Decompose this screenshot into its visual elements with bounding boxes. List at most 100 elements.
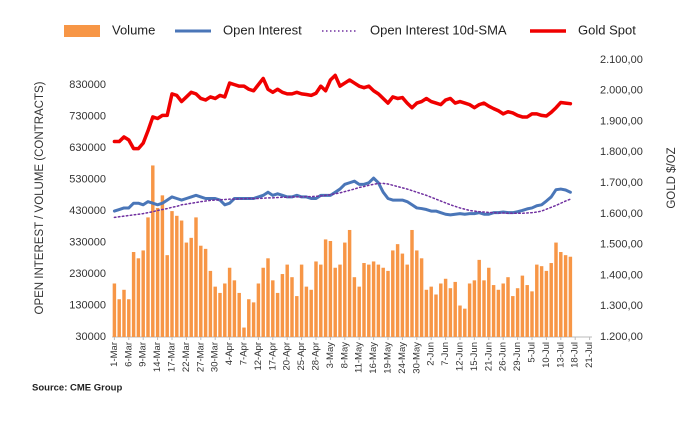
- y2-tick-label: 1.600,00: [600, 208, 643, 220]
- x-tick-label: 7-Jun: [440, 342, 451, 366]
- x-tick-label: 8-May: [339, 342, 350, 369]
- bar: [127, 299, 131, 337]
- bar: [299, 264, 304, 337]
- legend-swatch: [64, 25, 100, 37]
- y2-tick-label: 1.700,00: [600, 177, 643, 189]
- x-tick-label: 7-Apr: [239, 342, 250, 365]
- legend-label: Open Interest 10d-SMA: [370, 22, 507, 37]
- bar: [333, 267, 337, 337]
- line-series: [112, 73, 573, 151]
- x-tick-label: 21-Jul: [584, 342, 595, 368]
- bar: [419, 258, 424, 337]
- bar: [482, 280, 486, 337]
- y2-tick-label: 1.500,00: [600, 239, 643, 251]
- bar: [223, 283, 227, 337]
- x-tick-label: 26-Jun: [498, 342, 509, 371]
- bar: [491, 285, 496, 337]
- x-tick-label: 28-Apr: [311, 342, 322, 371]
- source: Source: CME Group: [32, 383, 122, 394]
- y2-tick-label: 1.300,00: [600, 300, 643, 312]
- bar: [266, 258, 270, 337]
- bar: [357, 286, 361, 337]
- y-tick-label: 830000: [69, 79, 106, 91]
- bar: [165, 255, 169, 337]
- x-tick-label: 19-May: [383, 342, 394, 374]
- y2-tick-label: 1.800,00: [600, 146, 643, 158]
- bar: [151, 165, 155, 337]
- bar: [280, 274, 285, 337]
- bar: [429, 286, 433, 337]
- bar: [136, 258, 141, 337]
- y-tick-label: 330000: [69, 236, 106, 248]
- bar: [487, 267, 491, 337]
- y-tick-label: 630000: [69, 142, 106, 154]
- legend-label: Volume: [112, 22, 155, 37]
- y-axis-title: OPEN INTEREST / VOLUME (CONTRACTS): [34, 81, 46, 314]
- y-tick-label: 30000: [75, 331, 106, 343]
- bar: [530, 291, 534, 337]
- y-tick-label: 230000: [69, 268, 106, 280]
- x-tick-label: 30-May: [411, 342, 422, 374]
- bar: [285, 264, 289, 337]
- bar: [290, 277, 294, 337]
- bar: [544, 270, 549, 337]
- bar: [251, 302, 256, 337]
- bar: [477, 259, 481, 337]
- bar: [179, 220, 184, 337]
- bar: [304, 286, 309, 337]
- bar: [352, 277, 357, 337]
- bar: [554, 242, 558, 337]
- y2-tick-label: 1.200,00: [600, 331, 643, 343]
- bar: [400, 253, 405, 337]
- bar: [232, 280, 237, 337]
- legend-label: Gold Spot: [578, 22, 636, 37]
- bar: [410, 229, 414, 337]
- bar: [343, 242, 347, 337]
- bar: [141, 250, 145, 337]
- bar: [328, 240, 333, 337]
- x-tick-label: 30-Mar: [210, 342, 221, 372]
- x-tick-label: 5-Jul: [527, 342, 538, 363]
- bar: [323, 239, 328, 337]
- bar: [295, 296, 299, 337]
- bar: [391, 250, 395, 337]
- line-series: [113, 182, 572, 219]
- bar: [458, 305, 462, 337]
- y-tick-label: 730000: [69, 111, 106, 123]
- bar: [563, 255, 568, 337]
- bar: [155, 207, 160, 337]
- bar: [131, 252, 136, 337]
- bar: [117, 299, 121, 337]
- y-tick-label: 430000: [69, 205, 106, 217]
- bar: [506, 277, 510, 337]
- bar: [535, 264, 539, 337]
- x-tick-label: 1-Mar: [109, 342, 120, 367]
- bar: [415, 250, 419, 337]
- bar: [434, 294, 438, 337]
- y-tick-label: 130000: [69, 299, 106, 311]
- x-tick-label: 24-May: [397, 342, 408, 374]
- bar: [525, 285, 529, 337]
- bar: [559, 252, 563, 337]
- y2-axis-title: GOLD $/OZ: [666, 147, 678, 208]
- bar: [463, 308, 467, 337]
- x-tick-label: 21-Jun: [483, 342, 494, 371]
- bar: [362, 263, 366, 337]
- bar: [208, 270, 213, 337]
- x-tick-label: 20-Apr: [282, 342, 293, 371]
- bar: [439, 283, 443, 337]
- bar: [424, 289, 429, 337]
- bar: [112, 283, 117, 337]
- bar: [453, 281, 457, 337]
- bar: [242, 327, 246, 337]
- y2-tick-label: 1.400,00: [600, 269, 643, 281]
- x-tick-label: 22-Mar: [181, 342, 192, 372]
- line-series: [112, 176, 572, 217]
- bar: [309, 289, 313, 337]
- x-tick-label: 12-Apr: [253, 342, 264, 371]
- y2-tick-label: 2.000,00: [600, 85, 643, 97]
- bar: [175, 215, 179, 337]
- bar: [122, 289, 126, 337]
- y2-tick-label: 1.900,00: [600, 115, 643, 127]
